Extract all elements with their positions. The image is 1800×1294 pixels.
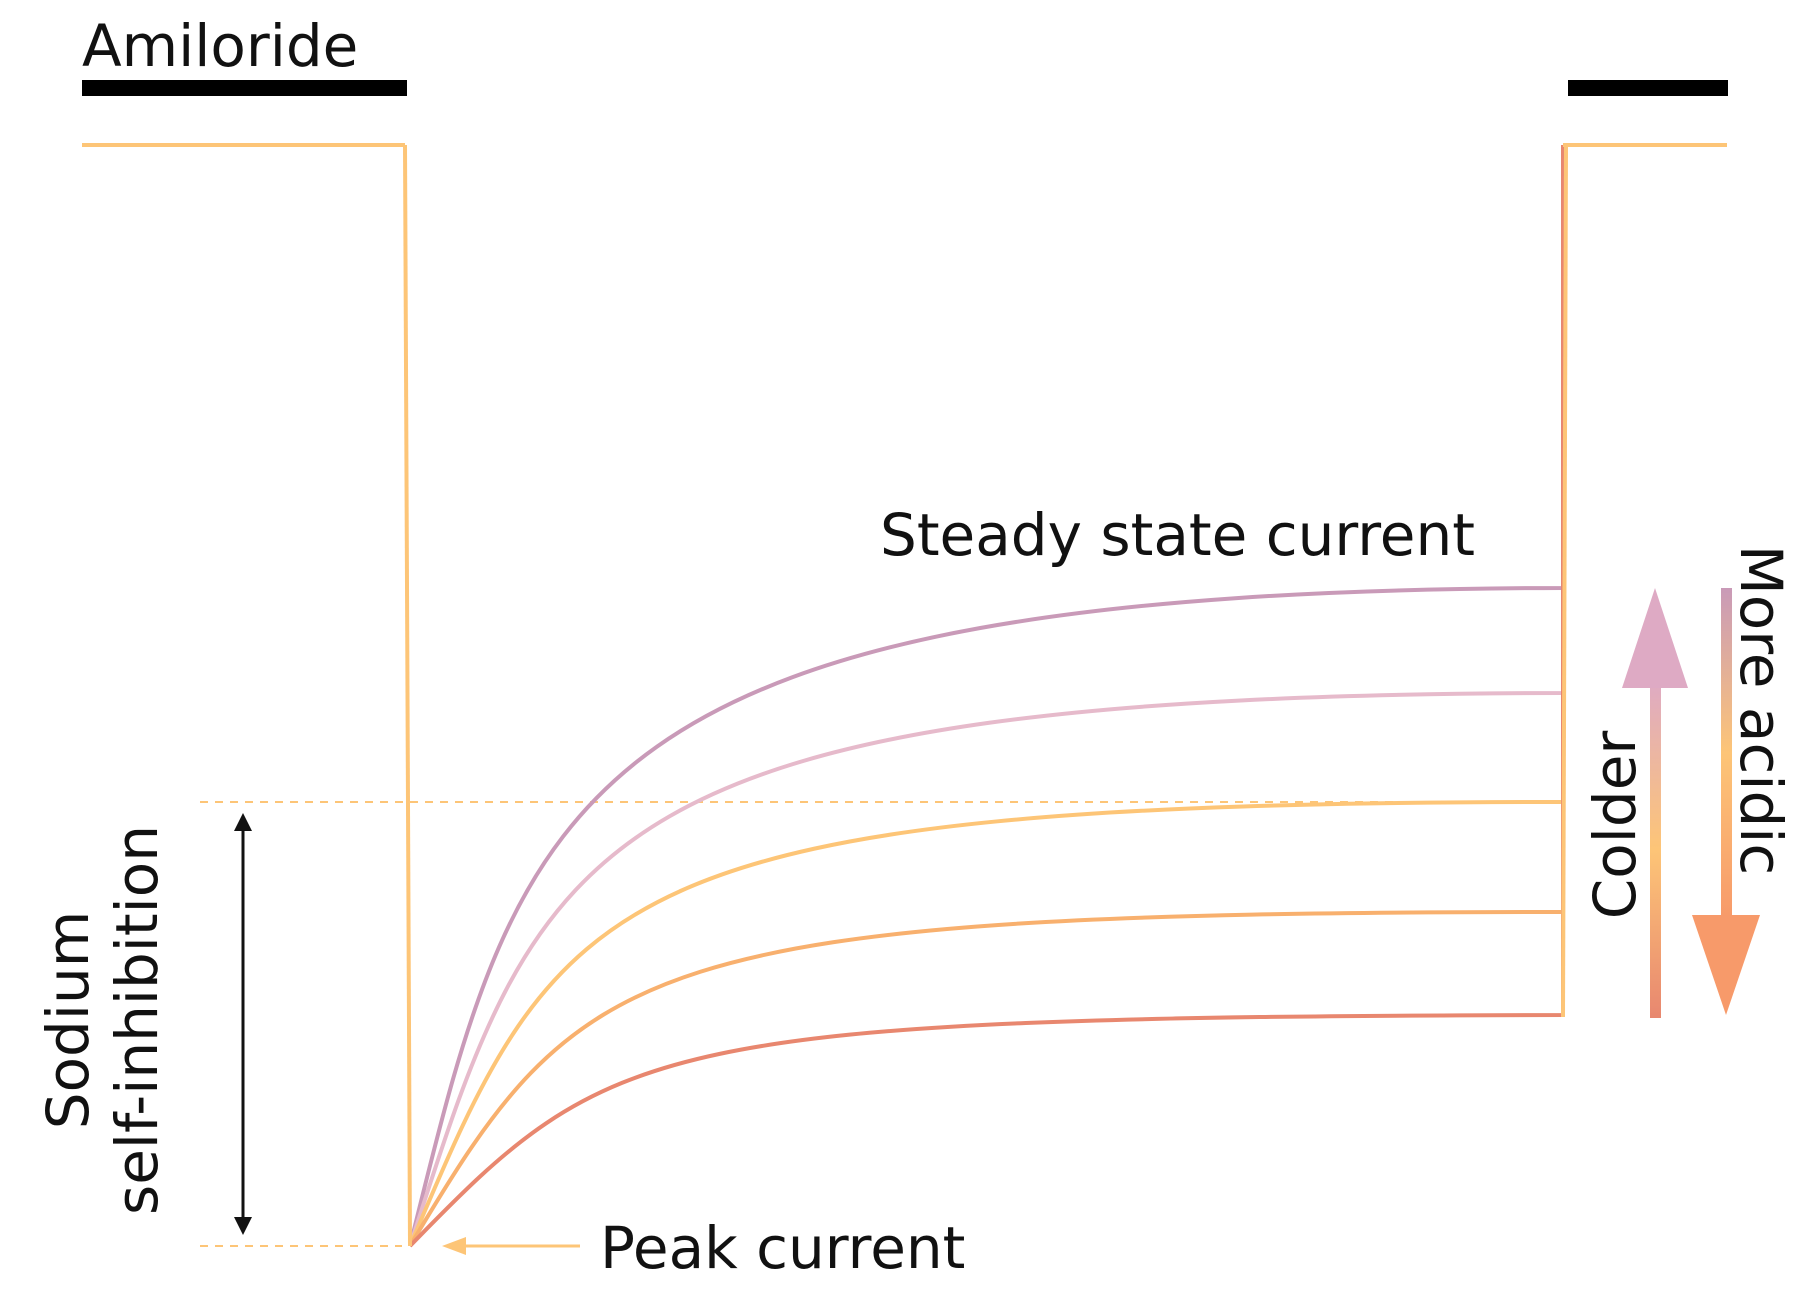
trace-3	[408, 145, 1565, 1247]
drop-trace	[403, 144, 412, 1247]
amiloride-bar-right	[1568, 80, 1728, 96]
more-acidic-label: More acidic	[1727, 545, 1795, 876]
peak-arrow-head	[442, 1237, 466, 1255]
trace-1	[408, 145, 1565, 1247]
colder-label: Colder	[1581, 731, 1649, 920]
colder-arrow-shaft	[1650, 680, 1661, 1018]
sodium-label-line1: Sodium	[34, 911, 102, 1130]
trace-4	[408, 145, 1565, 1248]
steady-state-label: Steady state current	[880, 501, 1475, 569]
acidic-arrow-head	[1692, 915, 1760, 1015]
sodium-label-line2: self-inhibition	[103, 825, 171, 1215]
colder-arrow-head	[1622, 588, 1688, 688]
amiloride-label: Amiloride	[82, 12, 358, 80]
acidic-arrow-shaft	[1721, 588, 1732, 918]
amiloride-bar-left	[82, 80, 407, 96]
trace-5	[408, 145, 1565, 1248]
peak-current-label: Peak current	[600, 1214, 965, 1282]
rise-trace-vertical	[1561, 144, 1568, 1018]
trace-2	[408, 145, 1565, 1247]
